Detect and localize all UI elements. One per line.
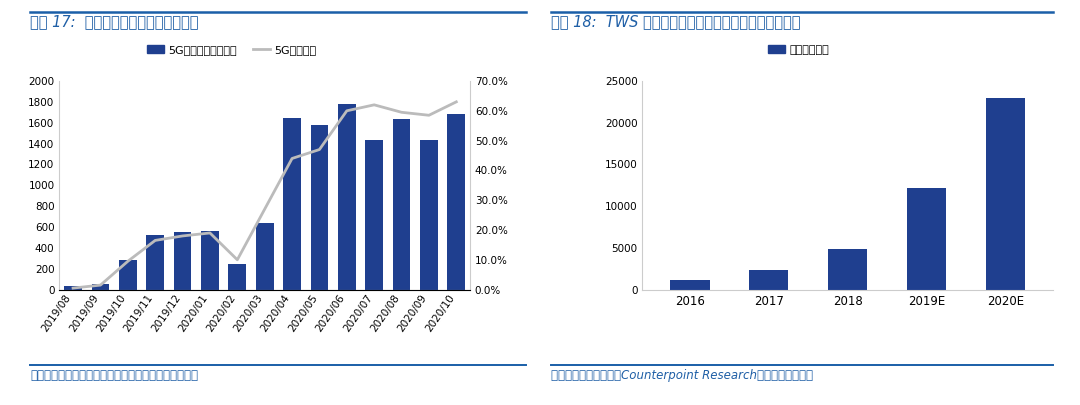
Legend: 出货量（万）: 出货量（万） — [764, 40, 834, 60]
Bar — [229, 264, 246, 290]
Bar — [447, 114, 465, 290]
Text: 资料来源：国盛电子，Counterpoint Research，国盛证券研究所: 资料来源：国盛电子，Counterpoint Research，国盛证券研究所 — [551, 369, 813, 382]
Bar — [750, 270, 788, 290]
Bar — [338, 104, 355, 290]
Bar — [365, 141, 383, 290]
Bar — [311, 125, 328, 290]
Bar — [92, 284, 109, 290]
Bar — [420, 141, 437, 290]
Legend: 5G手机出货（万部）, 5G手机占比: 5G手机出货（万部）, 5G手机占比 — [143, 40, 321, 60]
Text: 图表 18:  TWS 无线耳机出货量有望持续超预期（万台）: 图表 18: TWS 无线耳机出货量有望持续超预期（万台） — [551, 14, 800, 29]
Text: 图表 17:  近期智能手机出货量大幅反弹: 图表 17: 近期智能手机出货量大幅反弹 — [30, 14, 199, 29]
Bar — [174, 232, 191, 290]
Bar — [64, 286, 82, 290]
Bar — [828, 249, 867, 290]
Bar — [256, 223, 273, 290]
Bar — [670, 279, 710, 290]
Bar — [393, 119, 410, 290]
Bar — [201, 231, 219, 290]
Bar — [146, 235, 164, 290]
Bar — [119, 260, 137, 290]
Bar — [907, 188, 946, 290]
Text: 资料来源：国盛电子组，中国信通院，国盛证券研究所: 资料来源：国盛电子组，中国信通院，国盛证券研究所 — [30, 369, 199, 382]
Bar — [283, 117, 301, 290]
Bar — [986, 98, 1025, 290]
